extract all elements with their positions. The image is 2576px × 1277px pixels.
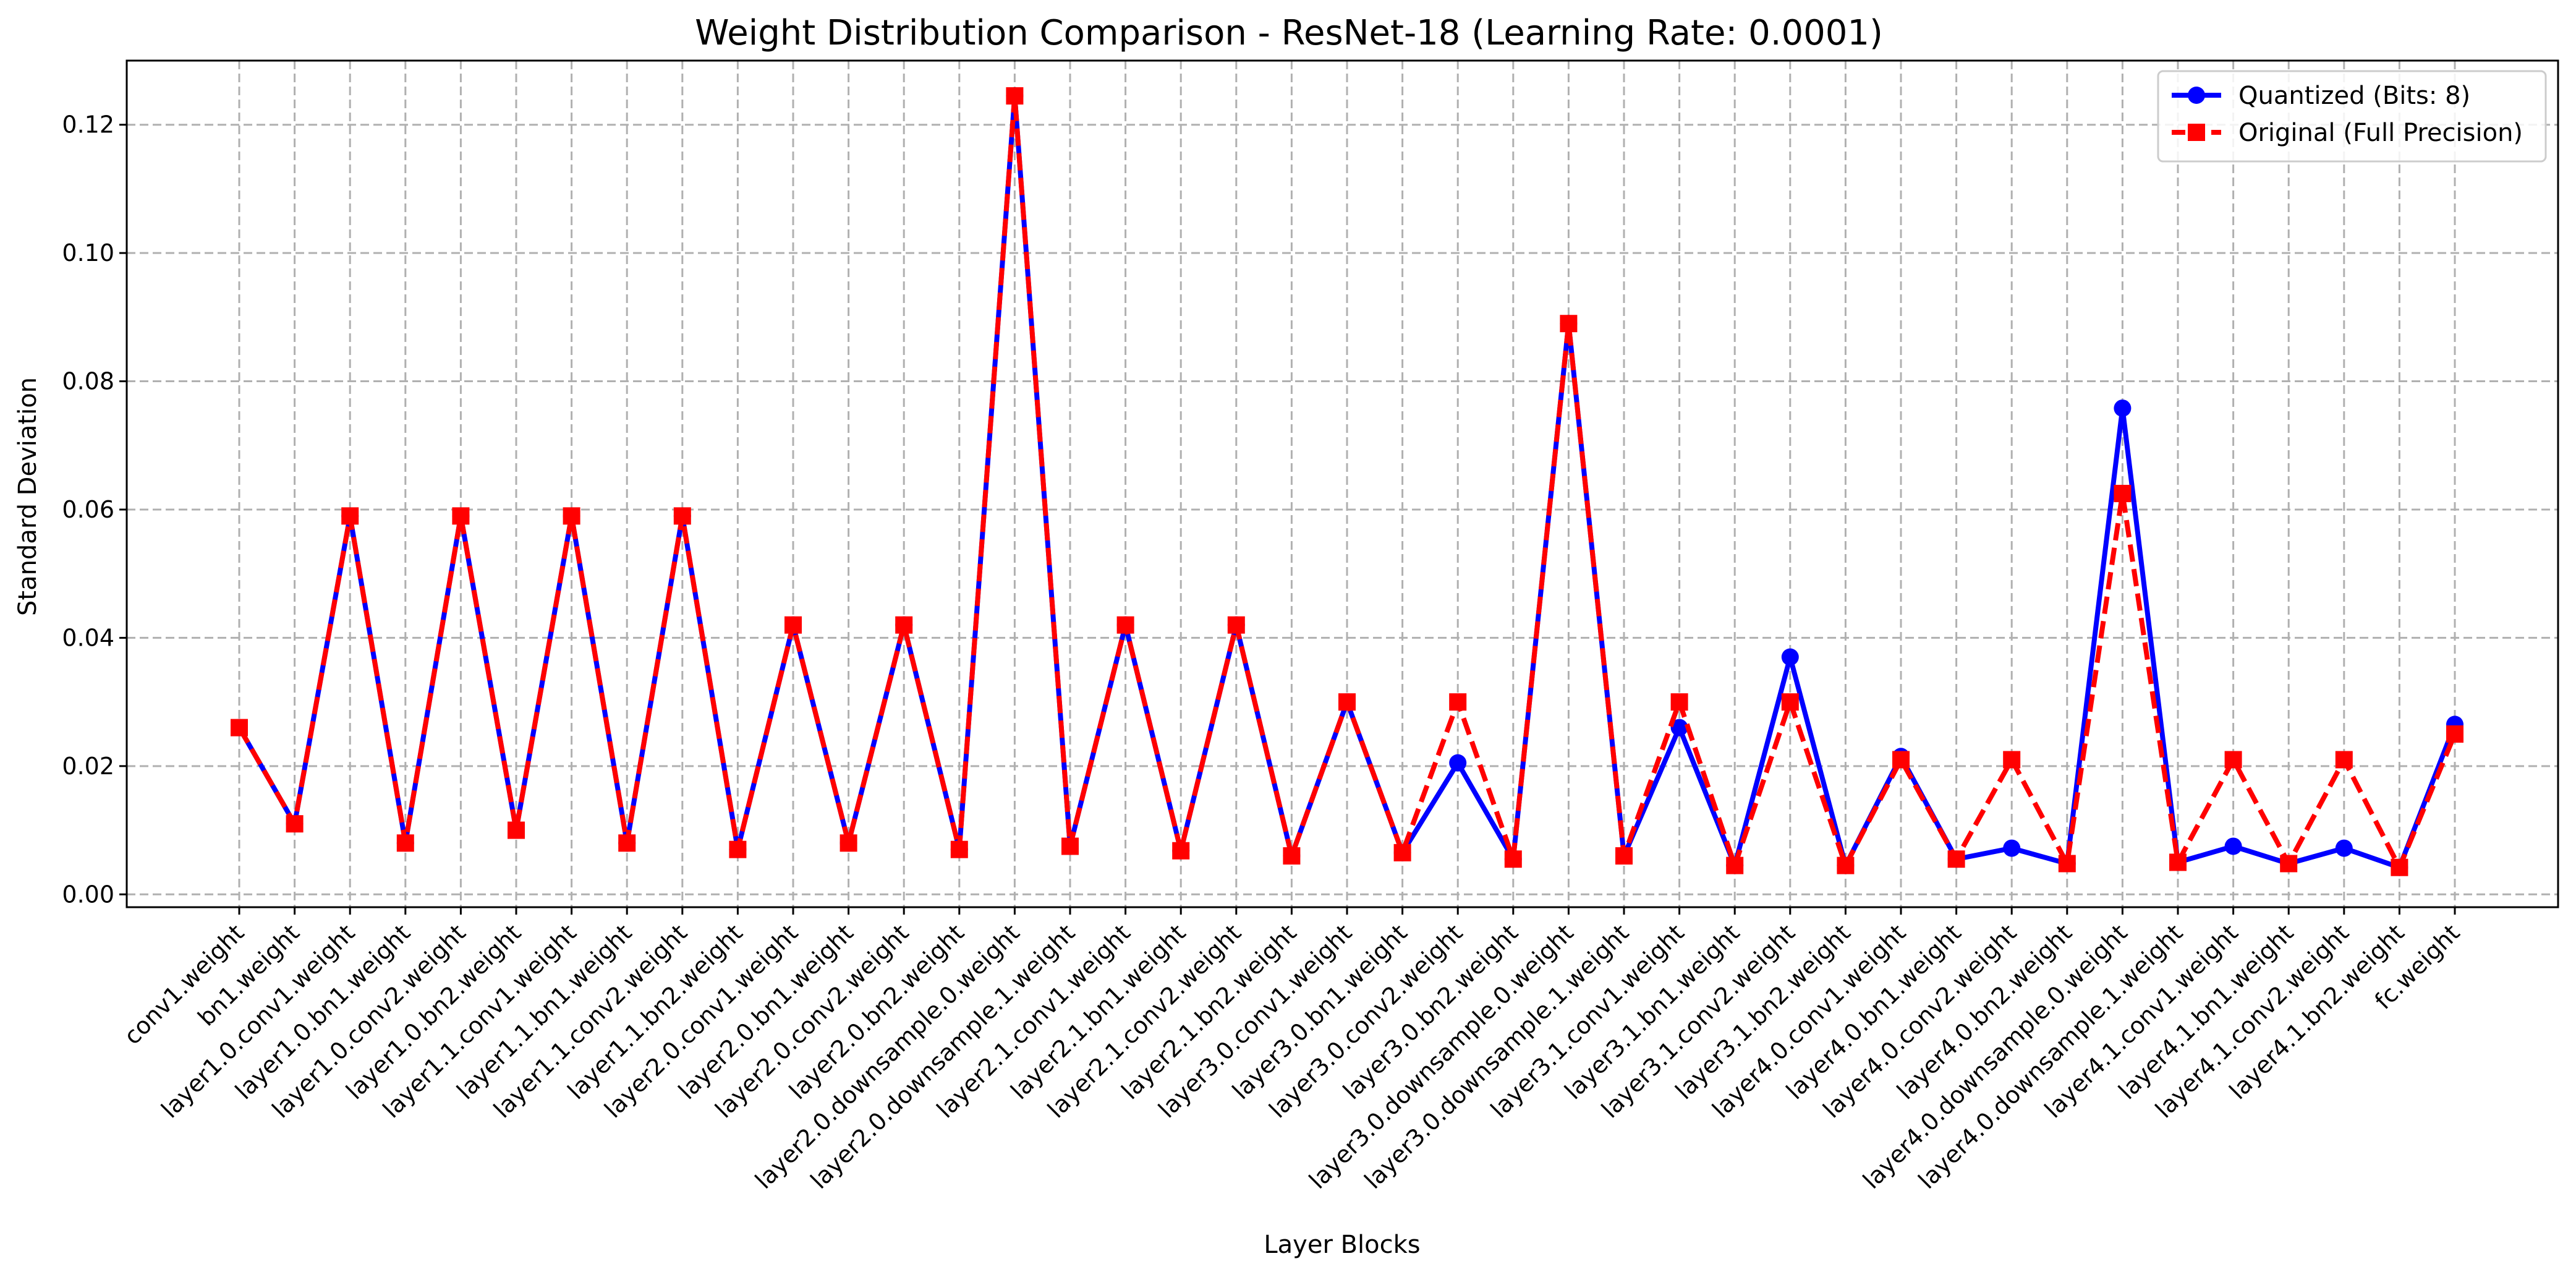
data-point — [452, 507, 470, 525]
chart-title: Weight Distribution Comparison - ResNet-… — [695, 13, 1883, 53]
data-point — [1892, 751, 1910, 769]
data-point — [1172, 842, 1190, 860]
data-point — [2114, 399, 2132, 417]
y-axis-label: Standard Deviation — [14, 377, 42, 616]
data-point — [1837, 856, 1855, 874]
data-point — [2280, 855, 2298, 873]
legend-label: Quantized (Bits: 8) — [2238, 82, 2470, 110]
data-point — [1227, 616, 1245, 634]
data-point — [840, 834, 857, 852]
data-point — [396, 834, 414, 852]
data-point — [1781, 693, 1799, 711]
y-tick-label: 0.06 — [62, 496, 114, 523]
y-tick-label: 0.00 — [62, 881, 114, 908]
data-point — [1283, 847, 1301, 865]
data-point — [1615, 847, 1633, 865]
y-tick-label: 0.10 — [62, 239, 114, 267]
y-tick-label: 0.02 — [62, 753, 114, 780]
data-point — [895, 616, 913, 634]
data-point — [286, 815, 304, 833]
legend-label: Original (Full Precision) — [2238, 119, 2523, 147]
data-point — [618, 834, 636, 852]
legend-frame — [2157, 70, 2547, 163]
series-original — [231, 87, 2463, 876]
data-point — [231, 719, 248, 737]
data-point — [729, 840, 747, 858]
data-point — [2114, 485, 2132, 503]
plot-frame — [125, 59, 2559, 908]
data-point — [1449, 693, 1467, 711]
data-point — [2003, 751, 2021, 769]
plot-area: 0.00 0.02 0.04 0.06 0.08 0.10 0.12 conv1.weigh… — [62, 59, 2559, 1194]
data-point — [2335, 751, 2353, 769]
data-point — [1670, 693, 1688, 711]
data-point — [341, 507, 359, 525]
data-point — [1006, 87, 1024, 105]
y-tick-label: 0.04 — [62, 624, 114, 651]
data-point — [784, 616, 802, 634]
data-point — [563, 507, 580, 525]
y-tick-label: 0.12 — [62, 111, 114, 139]
data-point — [1116, 616, 1134, 634]
data-point — [1947, 850, 1965, 868]
data-point — [1393, 844, 1411, 861]
data-point — [1670, 719, 1688, 737]
y-axis-ticks: 0.00 0.02 0.04 0.06 0.08 0.10 0.12 — [62, 111, 127, 908]
legend-marker — [2188, 87, 2205, 104]
grid-lines — [127, 61, 2558, 907]
x-axis-ticks: conv1.weightbn1.weightlayer1.0.conv1.wei… — [119, 907, 2465, 1194]
data-point — [1338, 693, 1356, 711]
data-point — [1449, 754, 1467, 772]
data-point — [1061, 837, 1079, 855]
data-point — [1781, 648, 1799, 666]
data-point — [2224, 837, 2242, 855]
data-point — [2224, 751, 2242, 769]
data-point — [508, 821, 525, 839]
data-point — [950, 840, 968, 858]
data-point — [2003, 839, 2021, 857]
legend: Quantized (Bits: 8) Original (Full Precis… — [2157, 70, 2547, 163]
data-point — [2446, 725, 2463, 743]
data-point — [2335, 839, 2353, 857]
data-point — [1504, 850, 1522, 868]
y-tick-label: 0.08 — [62, 368, 114, 395]
data-point — [1560, 315, 1578, 333]
data-point — [1726, 856, 1744, 874]
legend-marker — [2188, 124, 2205, 141]
data-point — [2169, 853, 2187, 871]
series-layer — [231, 87, 2463, 876]
data-point — [673, 507, 691, 525]
x-axis-label: Layer Blocks — [1264, 1231, 1420, 1259]
data-point — [2058, 855, 2076, 873]
data-point — [2391, 858, 2408, 876]
